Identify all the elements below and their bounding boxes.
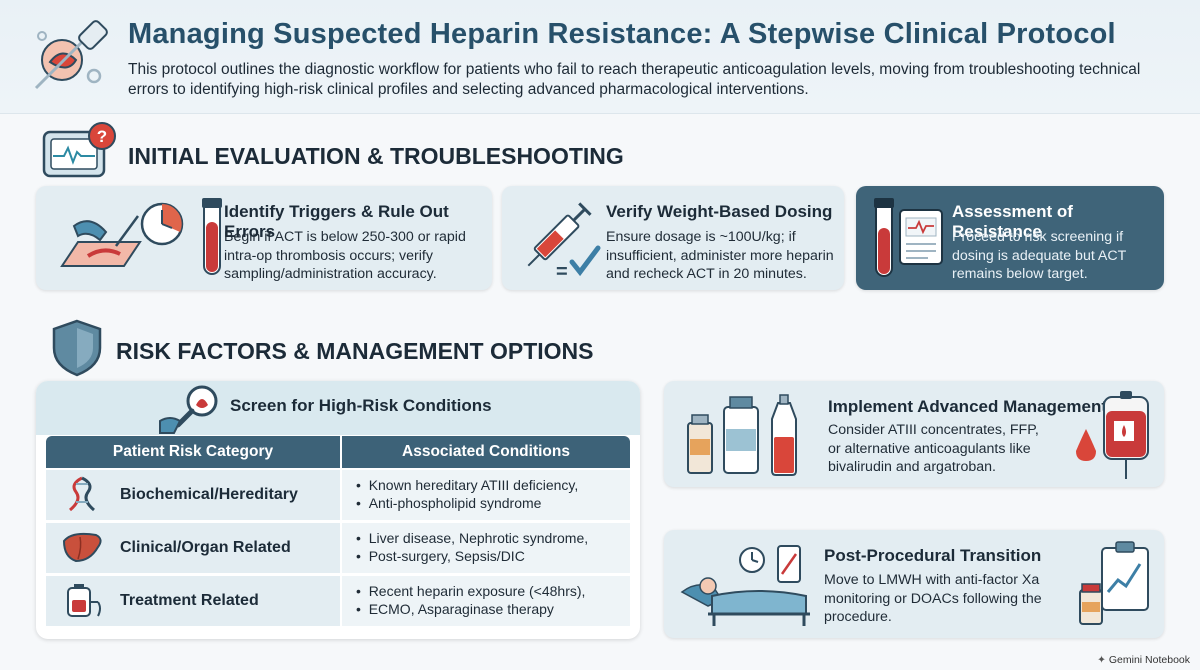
category-cell: Treatment Related — [46, 576, 340, 626]
card-verify-dosing: = Verify Weight-Based Dosing Ensure dosa… — [502, 186, 844, 290]
card-text-line: bivalirudin and argatroban. — [828, 459, 996, 475]
risk-screening-panel: Screen for High-Risk Conditions Patient … — [36, 381, 640, 639]
patient-bed-icon — [680, 545, 810, 626]
table-header: Patient Risk Category Associated Conditi… — [46, 436, 630, 468]
condition-text: Recent heparin exposure (<48hrs), — [368, 583, 586, 599]
condition-text: Liver disease, Nephrotic syndrome, — [368, 530, 589, 546]
sparkle-icon: ✦ — [1097, 654, 1106, 666]
page-subtitle: This protocol outlines the diagnostic wo… — [128, 61, 1141, 98]
header-divider — [340, 436, 342, 468]
card-identify-triggers: Identify Triggers & Rule Out Errors Begi… — [36, 186, 492, 290]
condition-line: • ECMO, Asparaginase therapy — [356, 601, 554, 617]
svg-text:?: ? — [97, 127, 107, 146]
vials-icon — [687, 394, 797, 476]
category-label: Biochemical/Hereditary — [120, 486, 298, 503]
card-text-line: Ensure dosage is ~100U/kg; if — [606, 229, 796, 245]
syringe-check-icon: = — [527, 202, 601, 280]
card-title: Verify Weight-Based Dosing — [606, 202, 833, 221]
card-text-line: sampling/administration accuracy. — [224, 266, 437, 282]
condition-text: Post-surgery, Sepsis/DIC — [368, 548, 525, 564]
page-title: Managing Suspected Heparin Resistance: A… — [128, 18, 1116, 50]
panel-header: Screen for High-Risk Conditions — [36, 381, 640, 435]
magnifier-hand-icon — [159, 385, 218, 434]
dna-icon — [69, 476, 95, 512]
table-row: Biochemical/Hereditary • Known hereditar… — [46, 470, 630, 520]
card-text: Proceed to risk screening if dosing is a… — [952, 228, 1126, 284]
card-title: Assessment of Resistance — [952, 202, 1073, 241]
card-text-line: dosing is adequate but ACT — [952, 247, 1127, 264]
monitor-question-icon: ? — [42, 122, 116, 178]
condition-line: • Known hereditary ATIII deficiency, — [356, 477, 579, 493]
brand-footer: ✦ Gemini Notebook — [1097, 654, 1190, 666]
conditions-cell: • Recent heparin exposure (<48hrs), • EC… — [342, 576, 630, 626]
liver-icon — [62, 532, 102, 563]
surgery-clock-tube-icon — [60, 198, 222, 275]
card-post-procedural: Post-Procedural Transition Move to LMWH … — [664, 530, 1164, 638]
card-text-line: Begin if ACT is below 250-300 or rapid — [224, 229, 466, 245]
category-cell: Clinical/Organ Related — [46, 523, 340, 573]
card-text-line: Move to LMWH with anti-factor Xa — [824, 572, 1040, 588]
section-title-evaluation: INITIAL EVALUATION & TROUBLESHOOTING — [128, 143, 624, 169]
card-title: Identify Triggers & Rule Out Errors — [224, 202, 449, 241]
blood-bag-icon — [1076, 391, 1149, 479]
card-title: Post-Procedural Transition — [824, 546, 1042, 565]
condition-line: • Post-surgery, Sepsis/DIC — [356, 548, 525, 564]
clipboard-chart-icon — [1079, 541, 1149, 625]
card-assessment-resistance: Assessment of Resistance Proceed to risk… — [856, 186, 1164, 290]
card-title: Implement Advanced Management — [828, 397, 1107, 416]
card-text-line: procedure. — [824, 609, 892, 625]
table-row: Treatment Related • Recent heparin expos… — [46, 576, 630, 626]
table-header-cell: Associated Conditions — [402, 443, 570, 460]
card-advanced-management: Implement Advanced Management Consider A… — [664, 381, 1164, 487]
section-title-risk: RISK FACTORS & MANAGEMENT OPTIONS — [116, 338, 594, 364]
infusion-pump-icon — [67, 584, 101, 617]
card-text-line: or alternative anticoagulants like — [828, 440, 1031, 457]
table-row: Clinical/Organ Related • Liver disease, … — [46, 523, 630, 573]
table-header-cell: Patient Risk Category — [112, 443, 274, 460]
conditions-cell: • Known hereditary ATIII deficiency, • A… — [342, 470, 630, 520]
card-text-line: insufficient, administer more heparin — [606, 247, 834, 264]
condition-text: Anti-phospholipid syndrome — [368, 495, 542, 511]
blood-test-logo-icon — [34, 20, 108, 90]
header-banner: Managing Suspected Heparin Resistance: A… — [0, 0, 1200, 114]
conditions-cell: • Liver disease, Nephrotic syndrome, • P… — [342, 523, 630, 573]
panel-title: Screen for High-Risk Conditions — [230, 396, 492, 415]
card-text: Ensure dosage is ~100U/kg; if insufficie… — [606, 228, 834, 284]
card-text-line: Consider ATIII concentrates, FFP, — [828, 422, 1039, 438]
condition-line: • Recent heparin exposure (<48hrs), — [356, 583, 586, 599]
shield-icon — [52, 319, 102, 377]
tube-report-icon — [874, 198, 943, 277]
condition-line: • Liver disease, Nephrotic syndrome, — [356, 530, 589, 546]
condition-line: • Anti-phospholipid syndrome — [356, 495, 542, 511]
card-text: Move to LMWH with anti-factor Xa monitor… — [824, 571, 1042, 627]
category-label: Clinical/Organ Related — [120, 539, 291, 556]
card-text-line: Proceed to risk screening if — [952, 229, 1124, 245]
condition-text: Known hereditary ATIII deficiency, — [368, 477, 579, 493]
category-cell: Biochemical/Hereditary — [46, 470, 340, 520]
card-text-line: and recheck ACT in 20 minutes. — [606, 266, 807, 282]
card-text: Begin if ACT is below 250-300 or rapid i… — [224, 228, 466, 284]
card-text-line: monitoring or DOACs following the — [824, 590, 1042, 607]
card-text-line: remains below target. — [952, 266, 1088, 282]
condition-text: ECMO, Asparaginase therapy — [368, 601, 554, 617]
category-label: Treatment Related — [120, 592, 259, 609]
svg-text:=: = — [556, 261, 568, 280]
card-text: Consider ATIII concentrates, FFP, or alt… — [828, 421, 1039, 477]
card-text-line: intra-op thrombosis occurs; verify — [224, 247, 433, 264]
brand-label: Gemini Notebook — [1108, 654, 1190, 666]
